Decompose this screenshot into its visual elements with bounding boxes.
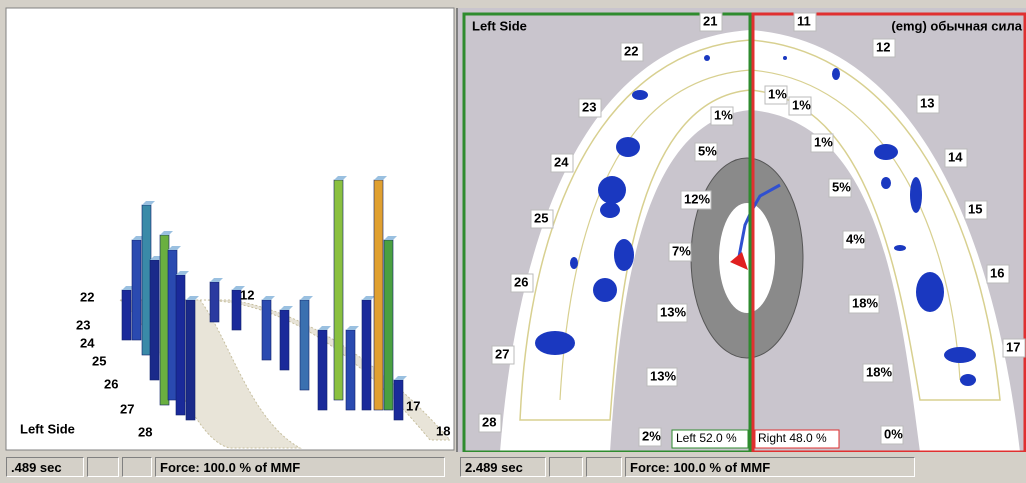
tooth-label: 18 <box>436 423 450 438</box>
percent-label: 13% <box>660 304 686 319</box>
view-title: Left Side <box>20 421 75 436</box>
time: 2.489 sec <box>460 457 546 477</box>
tooth-label: 14 <box>948 149 963 164</box>
tooth-label: 22 <box>624 43 638 58</box>
tooth-label: 12 <box>876 39 890 54</box>
tooth-label: 26 <box>514 274 528 289</box>
tooth-label: 13 <box>920 95 934 110</box>
left-total: Left 52.0 % <box>676 431 737 445</box>
percent-label: 5% <box>832 179 851 194</box>
percent-label: 2% <box>642 428 661 443</box>
bar-3d <box>374 180 383 410</box>
contact <box>600 202 620 218</box>
bar-3d <box>346 330 355 410</box>
bar-3d <box>122 290 131 340</box>
contact <box>598 176 626 204</box>
bar-3d <box>168 250 177 400</box>
contact <box>832 68 840 80</box>
tooth-label: 28 <box>482 414 496 429</box>
status-cell <box>549 457 583 477</box>
status-cell <box>122 457 152 477</box>
tooth-label: 12 <box>240 287 254 302</box>
tooth-label: 24 <box>554 154 569 169</box>
force: Force: 100.0 % of MMF <box>625 457 915 477</box>
contact <box>910 177 922 213</box>
bar-3d <box>362 300 371 410</box>
bar-3d <box>394 380 403 420</box>
bar-3d <box>262 300 271 360</box>
contact <box>916 272 944 312</box>
contact <box>881 177 891 189</box>
right-total: Right 48.0 % <box>758 431 827 445</box>
bar-3d <box>160 235 169 405</box>
tooth-label: 25 <box>534 210 548 225</box>
percent-label: 5% <box>698 143 717 158</box>
status-bar-right: 2.489 sec Force: 100.0 % of MMF <box>460 454 915 480</box>
status-bar-left: .489 sec Force: 100.0 % of MMF <box>6 454 445 480</box>
percent-label: 0% <box>884 426 903 441</box>
contact <box>944 347 976 363</box>
tooth-label: 25 <box>92 353 106 368</box>
bar-3d <box>132 240 141 340</box>
tooth-label: 26 <box>104 376 118 391</box>
tooth-label: 17 <box>406 398 420 413</box>
tooth-label: 22 <box>80 289 94 304</box>
percent-label: 13% <box>650 368 676 383</box>
tooth-label: 28 <box>138 424 152 439</box>
percent-label: 7% <box>672 243 691 258</box>
bar-3d <box>318 330 327 410</box>
percent-label: 1% <box>768 86 787 101</box>
view-title: Left Side <box>472 18 527 33</box>
percent-label: 1% <box>814 134 833 149</box>
bar-3d <box>334 180 343 400</box>
percent-label: 18% <box>852 295 878 310</box>
percent-label: 12% <box>684 191 710 206</box>
contact <box>874 144 898 160</box>
contact <box>570 257 578 269</box>
contact <box>783 56 787 60</box>
tooth-label: 16 <box>990 265 1004 280</box>
tooth-label: 23 <box>582 99 596 114</box>
bar-3d <box>210 282 219 322</box>
status-cell <box>586 457 622 477</box>
bar-3d <box>300 300 309 390</box>
percent-label: 4% <box>846 231 865 246</box>
contact <box>593 278 617 302</box>
bar-3d <box>142 205 151 355</box>
percent-label: 1% <box>792 97 811 112</box>
bar-3d <box>384 240 393 410</box>
tooth-label: 15 <box>968 201 982 216</box>
percent-label: 1% <box>714 107 733 122</box>
screen: {"left_view": {"title": "Left Side", "te… <box>0 0 1026 483</box>
force: Force: 100.0 % of MMF <box>155 457 445 477</box>
bar-3d <box>186 300 195 420</box>
time: .489 sec <box>6 457 84 477</box>
bar-3d <box>176 275 185 415</box>
tooth-label: 24 <box>80 335 95 350</box>
percent-label: 18% <box>866 364 892 379</box>
tooth-label: 27 <box>495 346 509 361</box>
contact <box>614 239 634 271</box>
contact <box>894 245 906 251</box>
tooth-label: 17 <box>1006 339 1020 354</box>
contact <box>704 55 710 61</box>
view-title: (emg) обычная сила <box>891 18 1022 33</box>
bar-3d <box>150 260 159 380</box>
tooth-label: 23 <box>76 317 90 332</box>
tooth-label: 11 <box>797 13 811 28</box>
contact <box>632 90 648 100</box>
splitter <box>456 8 458 452</box>
contact <box>616 137 640 157</box>
contact <box>535 331 575 355</box>
status-cell <box>87 457 119 477</box>
bar-3d <box>280 310 289 370</box>
tooth-label: 27 <box>120 401 134 416</box>
tooth-label: 21 <box>703 13 717 28</box>
contact <box>960 374 976 386</box>
